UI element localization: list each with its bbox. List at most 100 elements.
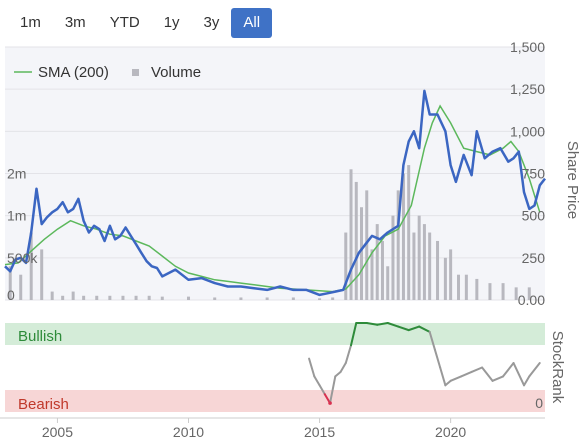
volume-bar: [134, 295, 138, 300]
stockrank-line: [308, 322, 541, 405]
volume-bar: [50, 291, 54, 300]
volume-bar: [380, 240, 384, 300]
legend-volume-label: Volume: [151, 64, 201, 81]
volume-axis-ticks: 0 500k 1m 2m: [7, 166, 38, 304]
volume-bar: [8, 266, 12, 300]
volume-bar: [443, 257, 447, 300]
price-axis-ticks: 0.00 250 500 750 1,000 1,250 1,500: [510, 39, 545, 308]
volume-bar: [475, 278, 479, 300]
volume-bar: [318, 298, 322, 300]
volume-bar: [527, 287, 531, 300]
volume-bar: [331, 297, 335, 300]
stockrank-segment: [418, 325, 431, 333]
stockrank-axis-title: StockRank: [549, 331, 566, 404]
volume-bar: [401, 173, 405, 300]
stockrank-segment: [365, 322, 379, 326]
stockrank-segment: [512, 362, 526, 387]
chart-legend: SMA (200) Volume: [14, 64, 201, 81]
volume-bars: [8, 165, 531, 300]
volume-tick-label: 500k: [7, 250, 38, 266]
volume-bar: [456, 274, 460, 300]
stockrank-segment: [407, 325, 421, 332]
stockrank-segment: [386, 322, 400, 328]
stockrank-segment: [433, 348, 442, 369]
volume-bar: [160, 296, 164, 300]
volume-bar: [514, 287, 518, 300]
stockrank-segment: [444, 379, 452, 387]
price-tick-label: 500: [522, 208, 546, 224]
stockrank-panel: Bullish Bearish 0 StockRank: [5, 322, 566, 413]
volume-tick-label: 1m: [7, 208, 26, 224]
volume-bar: [82, 295, 86, 300]
x-tick-label: 2020: [435, 424, 466, 439]
volume-bar: [428, 232, 432, 300]
stockrank-segment: [308, 357, 316, 378]
volume-bar: [61, 295, 65, 300]
stockrank-segment: [528, 362, 541, 378]
stockrank-segment: [376, 322, 389, 326]
volume-tick-label: 2m: [7, 166, 26, 182]
stockrank-segment: [397, 325, 410, 332]
stockrank-segment: [339, 362, 347, 373]
volume-bar: [365, 190, 369, 300]
volume-bar: [464, 274, 468, 300]
range-button-3y[interactable]: 3y: [203, 14, 220, 31]
volume-bar: [349, 169, 353, 300]
stockrank-segment: [318, 384, 326, 396]
stockrank-segment: [329, 375, 337, 405]
volume-bar: [386, 266, 390, 300]
stockrank-segment: [523, 375, 531, 387]
bullish-label: Bullish: [18, 328, 62, 345]
bullish-zone: [5, 323, 545, 345]
volume-bar: [354, 181, 358, 300]
stockrank-segment: [502, 362, 515, 378]
price-tick-label: 0.00: [518, 292, 545, 308]
price-tick-label: 250: [522, 250, 546, 266]
volume-bar: [412, 232, 416, 300]
volume-bar: [417, 215, 421, 300]
volume-bar: [213, 297, 217, 300]
stockrank-bearish-point: [328, 401, 332, 405]
stockrank-segment: [481, 366, 494, 382]
volume-bar: [422, 224, 426, 300]
price-tick-label: 1,000: [510, 123, 545, 139]
volume-bar: [344, 232, 348, 300]
x-tick-label: 2005: [42, 424, 73, 439]
price-tick-label: 1,250: [510, 81, 545, 97]
volume-bar: [239, 297, 243, 300]
stockrank-segment: [428, 330, 436, 351]
volume-bar: [407, 165, 411, 300]
volume-bar: [19, 274, 23, 300]
price-tick-label: 750: [522, 166, 546, 182]
range-button-ytd[interactable]: YTD: [109, 14, 140, 31]
volume-bar: [29, 232, 33, 300]
stockrank-segment: [313, 375, 321, 387]
volume-bar: [147, 295, 151, 300]
volume-tick-label: 0: [7, 287, 15, 303]
volume-bar: [186, 296, 190, 300]
volume-bar: [436, 240, 440, 300]
range-button-1m[interactable]: 1m: [20, 14, 41, 31]
range-button-all[interactable]: All: [231, 8, 273, 38]
stockrank-segment: [491, 375, 505, 382]
legend-sma-label: SMA (200): [38, 64, 109, 81]
volume-bar: [370, 249, 374, 300]
x-tick-label: 2015: [304, 424, 335, 439]
volume-bar: [501, 283, 505, 300]
price-grid: [5, 46, 545, 301]
x-axis-ticks: 2005 2010 2015 2020: [42, 418, 466, 439]
volume-bar: [449, 249, 453, 300]
range-button-3m[interactable]: 3m: [64, 14, 86, 31]
stockrank-segment: [350, 322, 358, 347]
price-line: [4, 89, 546, 297]
volume-bar: [265, 297, 269, 300]
volume-bar: [95, 295, 99, 300]
volume-bar: [396, 190, 400, 300]
range-button-1y[interactable]: 1y: [163, 14, 180, 31]
stockrank-segment: [470, 366, 484, 373]
stockrank-segment: [334, 370, 342, 378]
volume-bar: [40, 249, 44, 300]
stockrank-segment: [449, 375, 463, 382]
volume-bar: [488, 283, 492, 300]
